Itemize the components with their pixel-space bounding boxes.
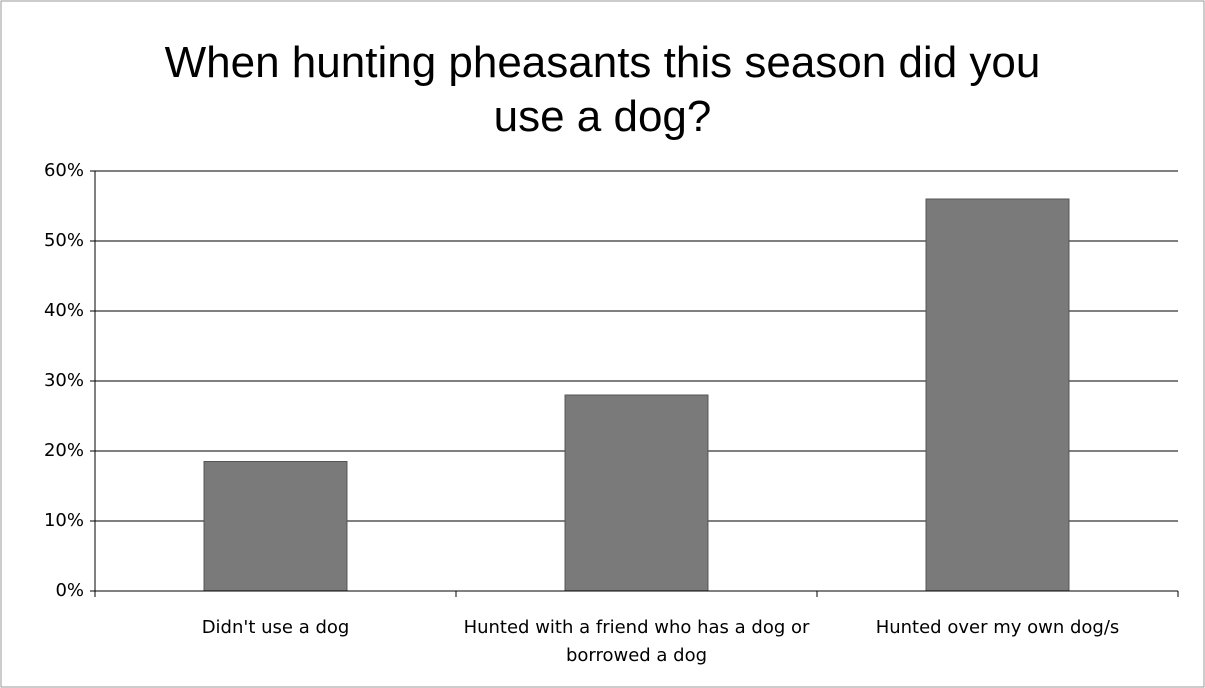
chart-title: When hunting pheasants this season did y… bbox=[164, 38, 1041, 141]
bar bbox=[925, 198, 1070, 592]
bar bbox=[564, 394, 709, 592]
y-tick-label: 30% bbox=[44, 370, 84, 391]
y-tick-label: 60% bbox=[44, 160, 84, 181]
y-tick-label: 0% bbox=[55, 580, 84, 601]
y-tick-label: 10% bbox=[44, 510, 84, 531]
y-tick-label: 40% bbox=[44, 300, 84, 321]
x-tick-label: Hunted with a friend who has a dog or bo… bbox=[463, 617, 810, 666]
x-tick-label: Hunted over my own dog/s bbox=[875, 617, 1120, 638]
y-tick-label: 50% bbox=[44, 230, 84, 251]
y-tick-label: 20% bbox=[44, 440, 84, 461]
bar bbox=[203, 461, 348, 592]
x-tick-label: Didn't use a dog bbox=[201, 617, 350, 638]
